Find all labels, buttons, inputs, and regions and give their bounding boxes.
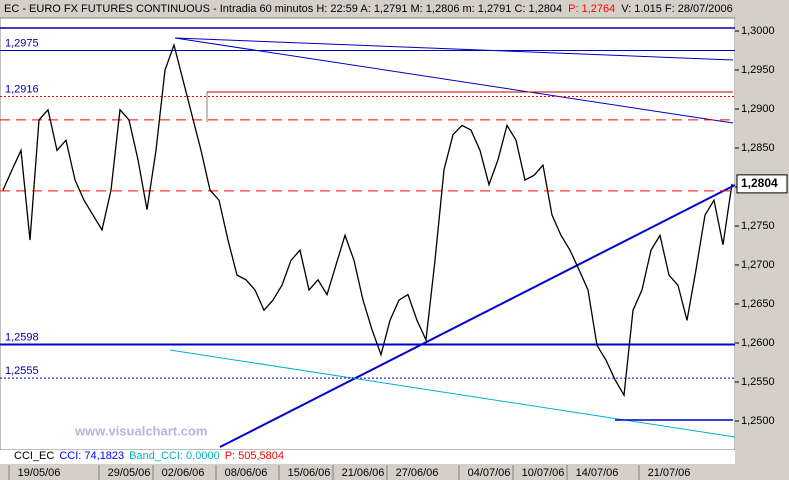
indicator-item: Band_CCI: 0,0000 bbox=[129, 450, 220, 462]
level-label: 1,2598 bbox=[5, 331, 39, 343]
x-tick-label: 21/07/06 bbox=[648, 467, 691, 479]
x-tick-label: 14/07/06 bbox=[576, 467, 619, 479]
x-tick-label: 29/05/06 bbox=[108, 467, 151, 479]
level-label: 1,2555 bbox=[5, 365, 39, 377]
indicator-text: CCI_EC CCI: 74,1823 Band_CCI: 0,0000 P: 505… bbox=[14, 450, 284, 462]
trend-line bbox=[174, 37, 734, 124]
y-tick-label: 1,2700 bbox=[741, 259, 775, 271]
y-axis-panel bbox=[735, 18, 789, 464]
y-tick-label: 1,2500 bbox=[741, 415, 775, 427]
y-tick-label: 1,2850 bbox=[741, 142, 775, 154]
indicator-item: P: 505,5804 bbox=[225, 450, 284, 462]
indicator-item: CCI_EC bbox=[14, 450, 54, 462]
last-price-box bbox=[736, 174, 788, 194]
header-item: EC - EURO FX FUTURES CONTINUOUS - Intrad… bbox=[4, 3, 562, 15]
x-tick-label: 21/06/06 bbox=[342, 467, 385, 479]
level-label: 1,2975 bbox=[5, 37, 39, 49]
x-tick-label: 19/05/06 bbox=[18, 467, 61, 479]
level-label: 1,2916 bbox=[5, 83, 39, 95]
indicator-item: CCI: 74,1823 bbox=[59, 450, 124, 462]
y-tick-label: 1,2650 bbox=[741, 298, 775, 310]
header-text: EC - EURO FX FUTURES CONTINUOUS - Intrad… bbox=[4, 3, 733, 15]
x-tick-label: 27/06/06 bbox=[396, 467, 439, 479]
price-line bbox=[2, 42, 733, 398]
trend-line bbox=[169, 349, 736, 438]
x-tick-label: 02/06/06 bbox=[162, 467, 205, 479]
x-tick-label: 10/07/06 bbox=[522, 467, 565, 479]
y-tick-label: 1,2550 bbox=[741, 376, 775, 388]
y-tick-label: 1,2950 bbox=[741, 64, 775, 76]
indicator-legend: CCI_EC CCI: 74,1823 Band_CCI: 0,0000 P: 505… bbox=[14, 450, 284, 462]
x-tick-label: 15/06/06 bbox=[288, 467, 331, 479]
header: EC - EURO FX FUTURES CONTINUOUS - Intrad… bbox=[4, 3, 733, 15]
y-tick-label: 1,3000 bbox=[741, 25, 775, 37]
last-price-label: 1,2804 bbox=[741, 176, 778, 190]
y-tick-label: 1,2600 bbox=[741, 337, 775, 349]
y-tick-label: 1,2750 bbox=[741, 220, 775, 232]
header-item: P: 1,2764 bbox=[568, 3, 615, 15]
x-tick-label: 04/07/06 bbox=[468, 467, 511, 479]
x-tick-label: 08/06/06 bbox=[225, 467, 268, 479]
indicator-strip bbox=[0, 450, 735, 464]
y-tick-label: 1,2900 bbox=[741, 103, 775, 115]
header-item: V: 1.015 F: 28/07/2006 bbox=[621, 3, 733, 15]
watermark: www.visualchart.com bbox=[74, 423, 207, 438]
trend-line bbox=[219, 184, 736, 448]
trend-line bbox=[174, 37, 734, 61]
